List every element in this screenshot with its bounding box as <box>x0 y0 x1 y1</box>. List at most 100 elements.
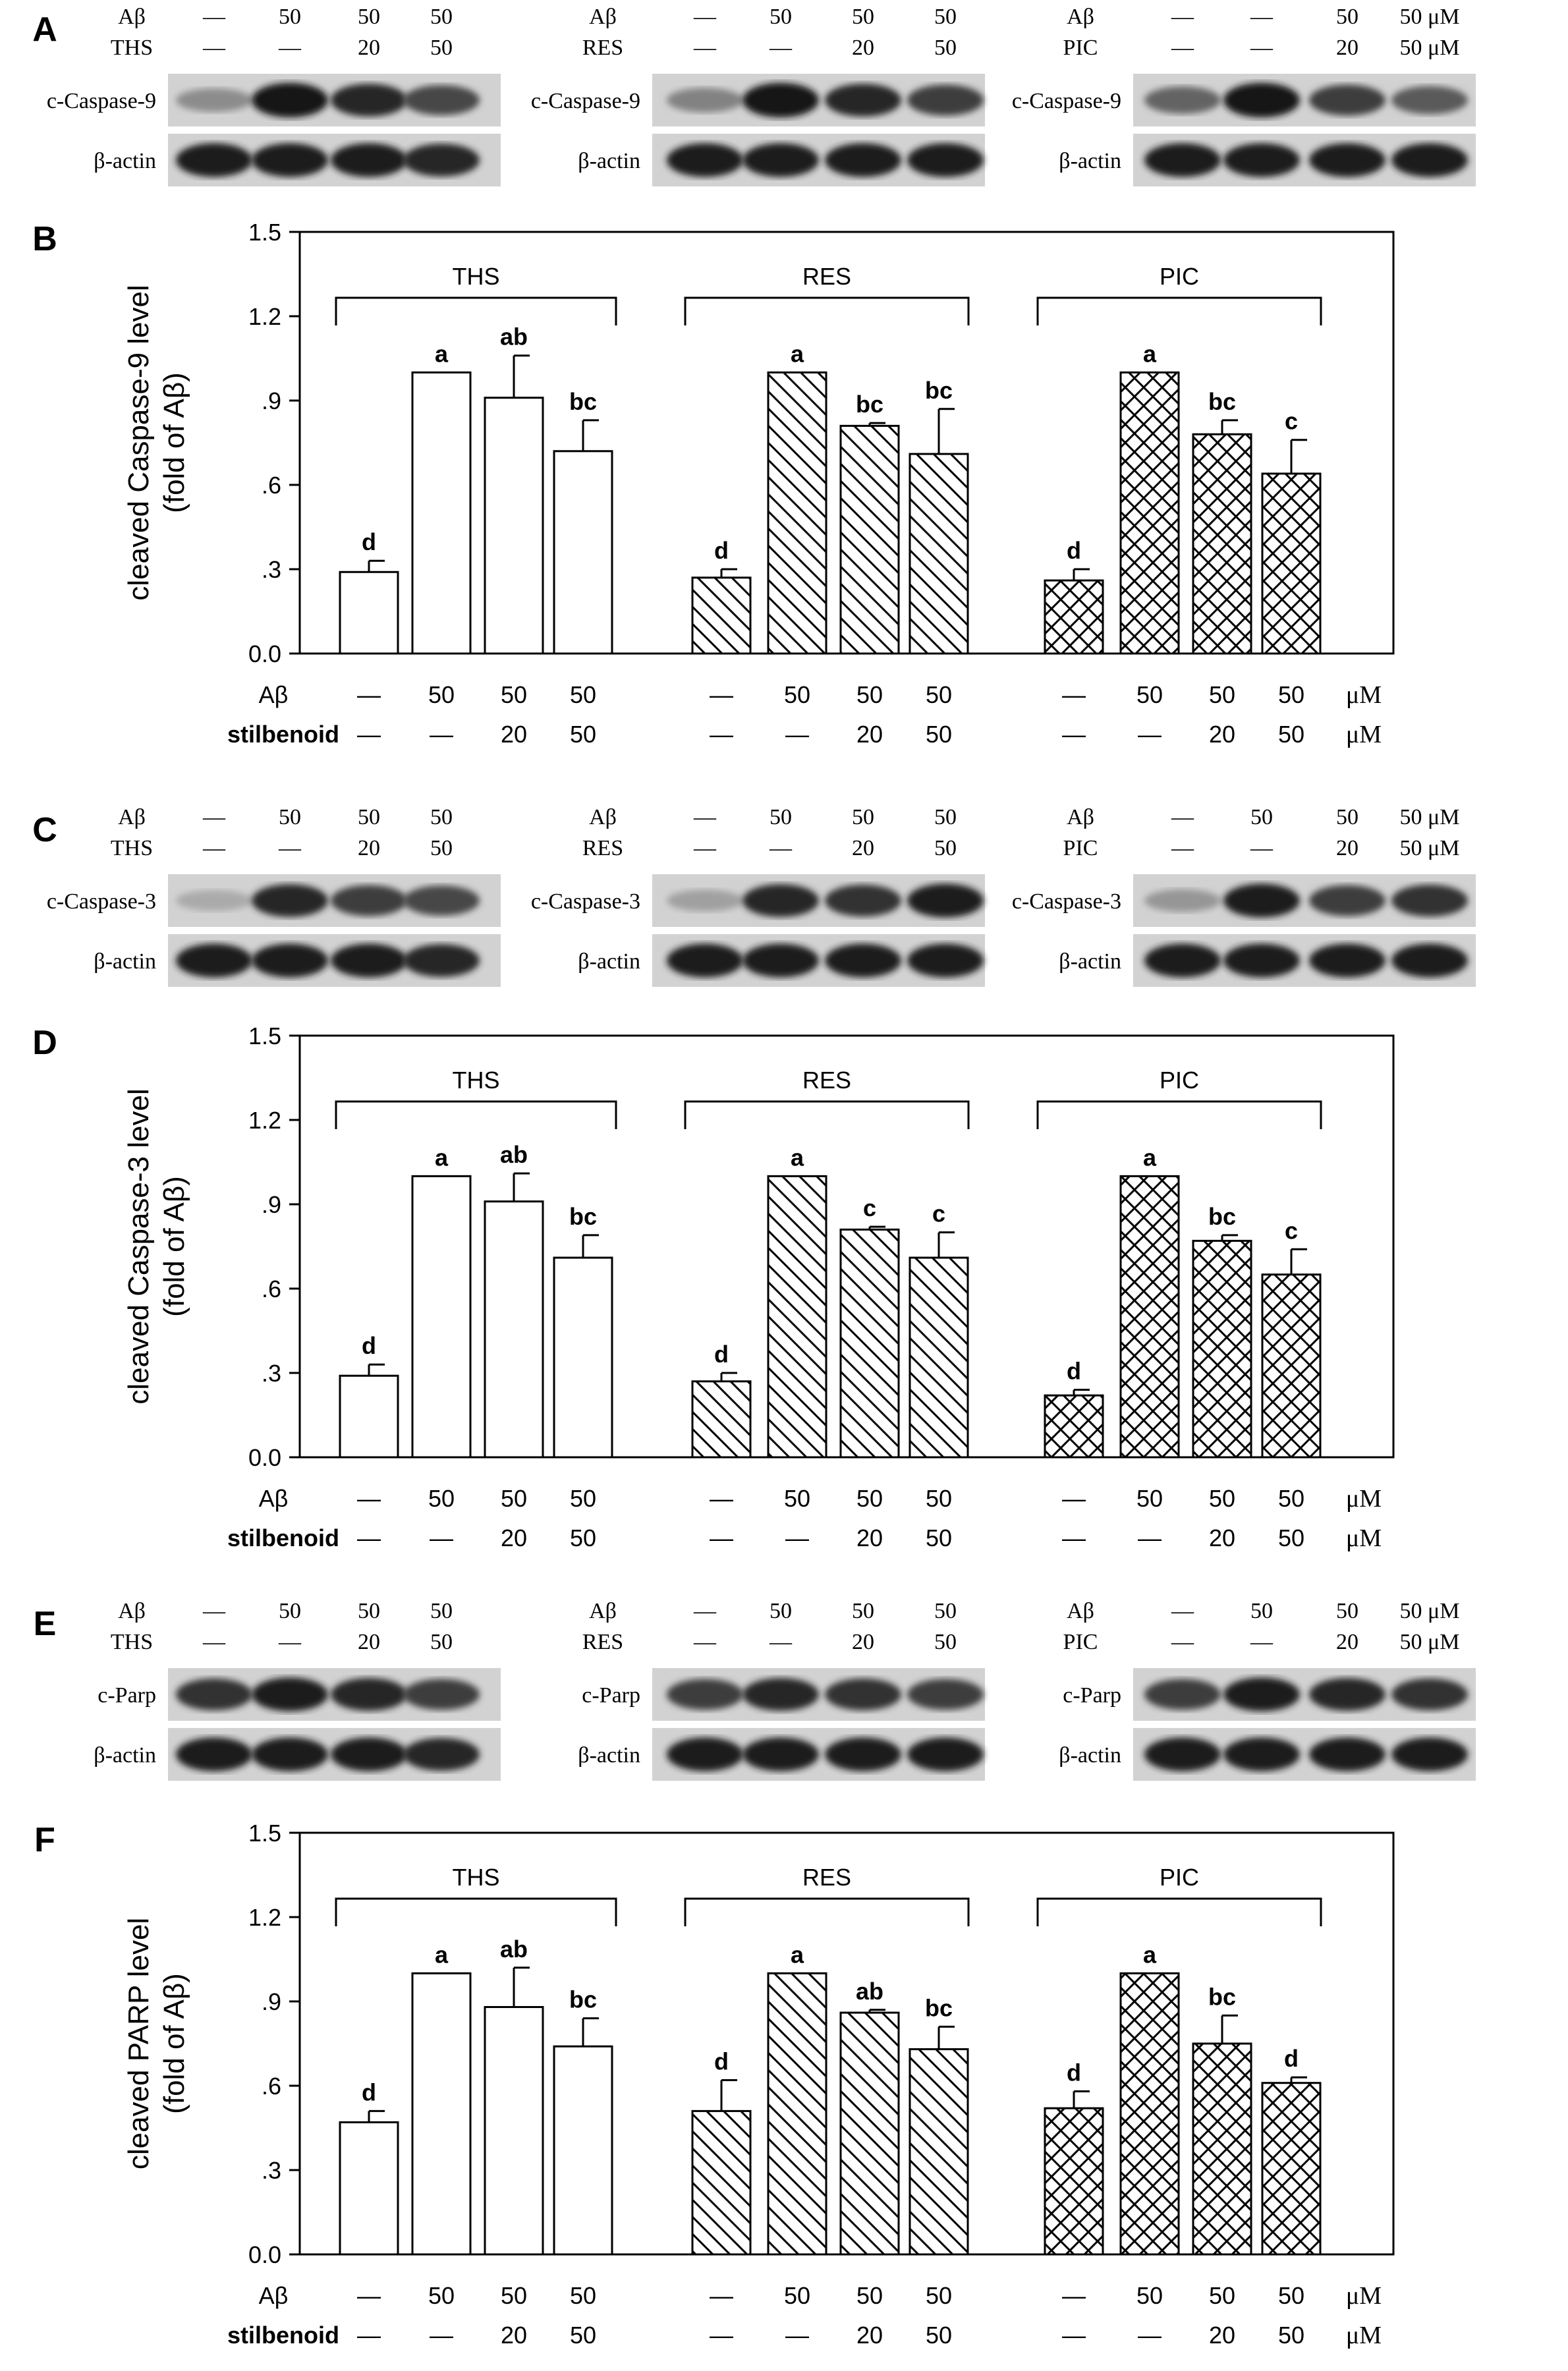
ab-dose: 50 <box>934 805 957 829</box>
blot-band <box>1144 1679 1221 1710</box>
panel-letter: F <box>34 1821 55 1859</box>
group-bracket <box>1036 1897 1322 1926</box>
blot-band <box>907 143 984 177</box>
bar <box>1261 2082 1322 2256</box>
ab-dose: 50 μM <box>1400 805 1460 829</box>
bar <box>411 371 472 655</box>
treat-row-label: PIC <box>1063 836 1098 860</box>
blot-band <box>403 1679 480 1710</box>
significance-letter: ab <box>500 1141 528 1168</box>
significance-letter: a <box>435 340 449 367</box>
treat-dose: 20 <box>358 836 380 860</box>
x-row1-label: Aβ <box>259 681 289 708</box>
blot-band <box>331 84 407 117</box>
x-row2-value: — <box>1138 2322 1162 2349</box>
blot-band <box>1391 1678 1468 1711</box>
x-row1-value: — <box>357 1485 381 1512</box>
blot-band <box>331 1737 407 1771</box>
x-row1-value: 50 <box>784 681 810 708</box>
target-protein-label: c-Caspase-3 <box>531 889 640 914</box>
treat-dose: — <box>278 836 302 860</box>
ab-row-label: Aβ <box>589 1599 617 1623</box>
x-row1-value: — <box>1062 2282 1086 2309</box>
blot-band <box>1309 943 1386 978</box>
bar <box>909 1256 969 1459</box>
y-tick-label: 1.2 <box>248 303 281 330</box>
blot-band <box>1391 884 1468 917</box>
chart-b: B 0.0 .3 .6 .9 1.2 1.5 cleaved Caspase-9 level(… <box>32 219 1395 748</box>
significance-letter: a <box>791 340 804 367</box>
treat-dose: — <box>769 36 793 60</box>
loading-control-label: β-actin <box>94 1743 156 1768</box>
blot-band <box>667 143 743 177</box>
group-bracket <box>335 296 617 325</box>
bar <box>691 576 752 655</box>
blot-band <box>1391 943 1468 978</box>
treat-dose: — <box>1171 36 1194 60</box>
x-row1-value: 50 <box>428 2282 455 2309</box>
blot-band <box>825 143 901 177</box>
group-name: PIC <box>1160 1864 1199 1891</box>
group-bracket <box>684 1100 970 1129</box>
x-row1-value: 50 <box>570 1485 596 1512</box>
group-bracket <box>684 296 970 325</box>
group-name: RES <box>802 1864 851 1891</box>
blot-band <box>825 1737 901 1771</box>
ab-dose: — <box>202 5 226 29</box>
blot-band <box>1391 143 1468 177</box>
significance-letter: c <box>932 1200 945 1227</box>
blot-band <box>907 943 984 978</box>
y-axis-label: cleaved Caspase-3 level (fold of Aβ) <box>123 1088 190 1404</box>
treat-dose: — <box>278 1630 302 1654</box>
blot-band <box>331 1678 407 1711</box>
blot-band <box>1309 143 1386 177</box>
ab-dose: 50 <box>1336 805 1358 829</box>
ab-dose: 50 μM <box>1400 1599 1460 1623</box>
significance-letter: bc <box>925 1994 953 2021</box>
treat-row-label: PIC <box>1063 1630 1098 1654</box>
bar <box>691 2109 752 2256</box>
loading-control-label: β-actin <box>1059 949 1121 974</box>
significance-letter: bc <box>569 1203 597 1230</box>
treat-dose: 50 <box>934 836 957 860</box>
x-row2-value: — <box>1138 721 1162 748</box>
target-protein-label: c-Parp <box>582 1683 640 1708</box>
blot-band <box>176 88 252 112</box>
bar <box>767 371 827 655</box>
x-row1-value: 50 <box>1278 2282 1304 2309</box>
ab-row-label: Aβ <box>118 5 146 29</box>
y-tick-label: 1.5 <box>248 1022 281 1049</box>
x-row1-value: 50 <box>501 681 527 708</box>
x-row2-value: 20 <box>856 2322 883 2349</box>
significance-letter: a <box>435 1941 449 1968</box>
x-row1-value: 50 <box>1278 681 1304 708</box>
target-protein-label: c-Parp <box>98 1683 156 1708</box>
x-row1-value: 50 <box>1136 2282 1163 2309</box>
y-tick-label: 0.0 <box>248 2241 281 2268</box>
y-label-line1: cleaved Caspase-9 level <box>123 285 155 600</box>
x-row1-value: 50 <box>570 2282 596 2309</box>
bar <box>691 1380 752 1459</box>
x-row1-value: 50 <box>428 681 455 708</box>
bar <box>909 2048 969 2256</box>
significance-letter: bc <box>1208 1983 1236 2010</box>
treat-row-label: RES <box>582 836 623 860</box>
loading-control-label: β-actin <box>578 1743 640 1768</box>
blot-band <box>1223 82 1300 118</box>
group-name: THS <box>453 263 500 290</box>
blot-band <box>825 884 901 917</box>
bar <box>839 1228 900 1459</box>
y-tick-label: .3 <box>262 556 281 583</box>
blot-band <box>403 1738 480 1771</box>
significance-letter: a <box>791 1941 804 1968</box>
blot-band <box>252 82 328 118</box>
ab-dose: — <box>693 1599 717 1623</box>
ab-dose: 50 μM <box>1400 5 1460 29</box>
treat-dose: — <box>693 836 717 860</box>
blot-band <box>1144 143 1221 177</box>
x-row1-value: 50 <box>926 681 952 708</box>
y-tick-label: .9 <box>262 1191 281 1218</box>
treat-dose: 50 <box>934 36 957 60</box>
x-row2-value: — <box>785 2322 809 2349</box>
x-row1-value: 50 <box>501 1485 527 1512</box>
